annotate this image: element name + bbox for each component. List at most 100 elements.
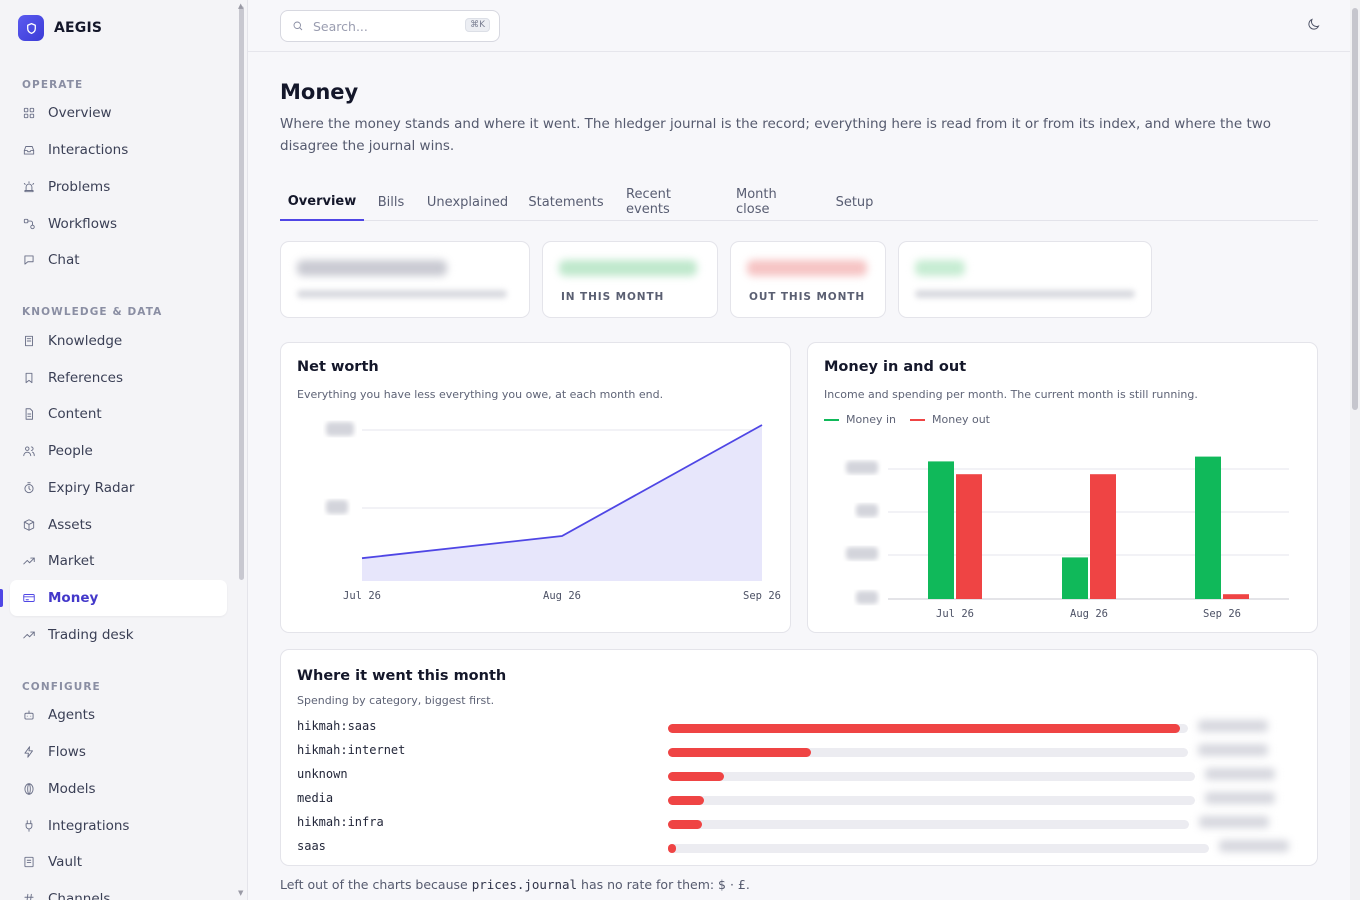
category-bar-fill (668, 748, 812, 757)
net-worth-card: Net worth Everything you have less every… (280, 342, 791, 633)
trending-icon (23, 631, 35, 639)
search-box[interactable]: ⌘K (280, 10, 500, 42)
sidebar-scroll-down-icon[interactable]: ▼ (238, 889, 244, 897)
tab-recent-events[interactable]: Recent events (626, 187, 671, 217)
tab-statements[interactable]: Statements (528, 194, 604, 210)
brand[interactable]: AEGIS (0, 0, 247, 56)
tab-bills[interactable]: Bills (377, 194, 405, 210)
sidebar-item-label: Money (48, 590, 99, 606)
sidebar-item-interactions[interactable]: Interactions (10, 132, 227, 168)
sidebar-item-market[interactable]: Market (10, 543, 227, 579)
sidebar-item-content[interactable]: Content (10, 396, 227, 432)
sidebar-item-people[interactable]: People (10, 433, 227, 469)
x-tick-label: Sep 26 (743, 590, 781, 602)
topbar: ⌘K (248, 0, 1350, 52)
bookmark-icon (25, 372, 33, 384)
category-name: hikmah:infra (297, 815, 384, 829)
y-tick-hidden (856, 504, 878, 517)
spending-card: Where it went this month Spending by cat… (280, 649, 1318, 866)
search-icon (293, 21, 303, 31)
category-amount-hidden (1205, 768, 1275, 780)
bar-money-in (1062, 557, 1088, 599)
sidebar-item-channels[interactable]: Channels (10, 881, 227, 900)
moon-icon (1308, 18, 1320, 30)
page-scrollbar[interactable] (1350, 0, 1360, 900)
stat-card-net-worth (280, 241, 530, 318)
siren-icon (23, 181, 35, 193)
sidebar-item-expiry-radar[interactable]: Expiry Radar (10, 470, 227, 506)
stat-note-hidden (297, 290, 507, 298)
sidebar-item-money[interactable]: Money (10, 580, 227, 616)
category-name: saas (297, 839, 326, 853)
tab-setup[interactable]: Setup (835, 194, 874, 210)
sidebar-item-agents[interactable]: Agents (10, 697, 227, 733)
category-name: hikmah:internet (297, 743, 406, 757)
chart-legend: Money in Money out (824, 413, 1004, 426)
sidebar-item-models[interactable]: Models (10, 771, 227, 807)
tab-unexplained[interactable]: Unexplained (426, 194, 509, 210)
category-name: hikmah:saas (297, 719, 377, 733)
sidebar-scrollbar[interactable] (239, 6, 244, 580)
bar-money-in (928, 461, 954, 599)
sidebar-item-references[interactable]: References (10, 360, 227, 396)
category-row: saas (297, 839, 1307, 855)
y-tick-hidden (846, 461, 878, 474)
sidebar-item-label: Flows (48, 744, 86, 760)
stat-label-out: OUT THIS MONTH (749, 291, 866, 303)
chat-icon (24, 255, 34, 265)
sidebar-item-label: Integrations (48, 818, 130, 834)
sidebar-item-label: Expiry Radar (48, 480, 135, 496)
y-tick-hidden (856, 591, 878, 604)
sidebar-item-label: Market (48, 553, 95, 569)
category-bar-fill (668, 772, 725, 781)
inbox-icon (23, 146, 35, 155)
sidebar-item-chat[interactable]: Chat (10, 242, 227, 278)
sidebar-item-assets[interactable]: Assets (10, 507, 227, 543)
search-input[interactable] (313, 18, 453, 34)
money-in-out-title: Money in and out (824, 359, 967, 375)
theme-toggle-button[interactable] (1306, 17, 1324, 35)
hash-icon (24, 893, 34, 900)
category-row: media (297, 791, 1307, 807)
tab-bar: Overview Bills Unexplained Statements Re… (280, 183, 1318, 221)
sidebar-item-problems[interactable]: Problems (10, 169, 227, 205)
sidebar-item-label: Overview (48, 105, 112, 121)
sidebar-item-knowledge[interactable]: Knowledge (10, 323, 227, 359)
sidebar-item-label: Problems (48, 179, 111, 195)
file-icon (25, 408, 33, 420)
users-icon (23, 446, 35, 457)
sidebar-item-label: Content (48, 406, 102, 422)
book-icon (25, 335, 33, 347)
sidebar-item-label: Trading desk (48, 627, 134, 643)
workflow-icon (23, 218, 35, 230)
tab-month-close[interactable]: Month close (736, 187, 777, 217)
sidebar-item-trading-desk[interactable]: Trading desk (10, 617, 227, 653)
net-worth-title: Net worth (297, 359, 379, 375)
page-scrollbar-thumb[interactable] (1352, 8, 1358, 410)
page-description: Where the money stands and where it went… (280, 116, 1272, 154)
card-icon (23, 594, 35, 602)
stat-card-in: IN THIS MONTH (542, 241, 718, 318)
category-bar-fill (668, 820, 702, 829)
stat-value-hidden (297, 260, 447, 276)
sidebar-item-overview[interactable]: Overview (10, 95, 227, 131)
sidebar-item-flows[interactable]: Flows (10, 734, 227, 770)
category-bar-track (668, 796, 1195, 805)
category-amount-hidden (1198, 720, 1268, 732)
plug-icon (25, 820, 33, 832)
category-amount-hidden (1199, 816, 1269, 828)
sidebar-item-integrations[interactable]: Integrations (10, 808, 227, 844)
sidebar-item-vault[interactable]: Vault (10, 844, 227, 880)
sidebar-item-label: Agents (48, 707, 95, 723)
footnote-suffix: has no rate for them: $ · £. (581, 877, 750, 892)
footnote-prefix: Left out of the charts because (280, 877, 468, 892)
legend-money-out: Money out (910, 413, 990, 426)
sidebar-item-label: Interactions (48, 142, 129, 158)
sidebar-section-title: CONFIGURE (22, 681, 101, 693)
money-in-out-card: Money in and out Income and spending per… (807, 342, 1318, 633)
bar-money-out (956, 474, 982, 599)
sidebar-item-workflows[interactable]: Workflows (10, 206, 227, 242)
tab-overview[interactable]: Overview (280, 183, 364, 221)
category-bar-track (668, 748, 1188, 757)
sidebar-scroll-up-icon[interactable]: ▲ (238, 2, 244, 10)
